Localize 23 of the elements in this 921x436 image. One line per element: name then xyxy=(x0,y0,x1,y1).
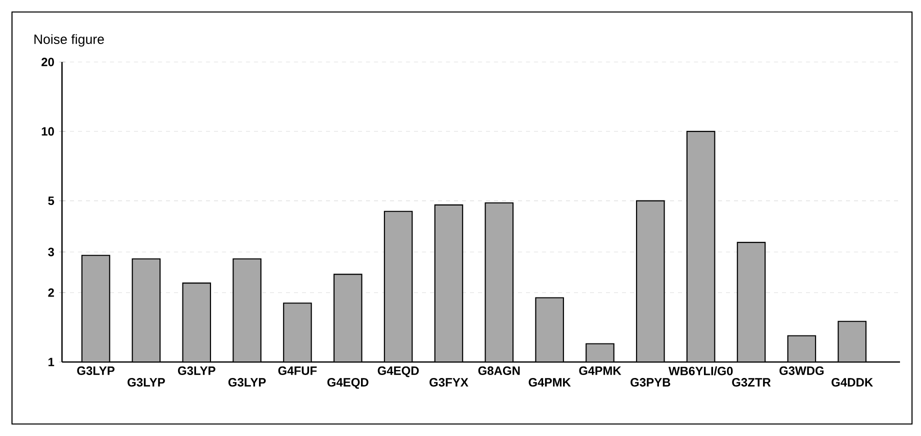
x-tick-label: G3LYP xyxy=(178,366,216,375)
x-tick-label: G8AGN xyxy=(478,366,520,375)
y-axis-title: Noise figure xyxy=(34,34,104,47)
x-tick-label: G3ZTR xyxy=(732,378,771,387)
x-tick-label: G4EQD xyxy=(378,366,419,378)
x-tick-label: G3LYP xyxy=(128,378,165,387)
x-tick-label: G3LYP xyxy=(228,378,266,387)
x-tick-label: G3LYP xyxy=(77,366,115,375)
x-tick-label: G4EQD xyxy=(327,378,368,389)
x-tick-label: G3PYB xyxy=(630,378,670,387)
y-tick-label: 2 xyxy=(48,288,54,297)
y-tick-label: 1 xyxy=(48,358,54,366)
x-tick-label: G3WDG xyxy=(780,366,824,375)
y-tick-label: 20 xyxy=(42,58,54,66)
x-tick-label: G4PMK xyxy=(579,366,622,375)
x-tick-label: G4DDK xyxy=(832,378,873,387)
x-tick-label: G3FYX xyxy=(430,378,468,387)
x-tick-label: G4PMK xyxy=(528,378,571,387)
y-tick-label: 5 xyxy=(48,196,54,206)
x-tick-label: G4FUF xyxy=(278,366,317,375)
y-tick-label: 10 xyxy=(42,127,54,136)
x-tick-label: WB6YLI/G0 xyxy=(668,366,733,376)
y-tick-label: 3 xyxy=(48,248,54,256)
